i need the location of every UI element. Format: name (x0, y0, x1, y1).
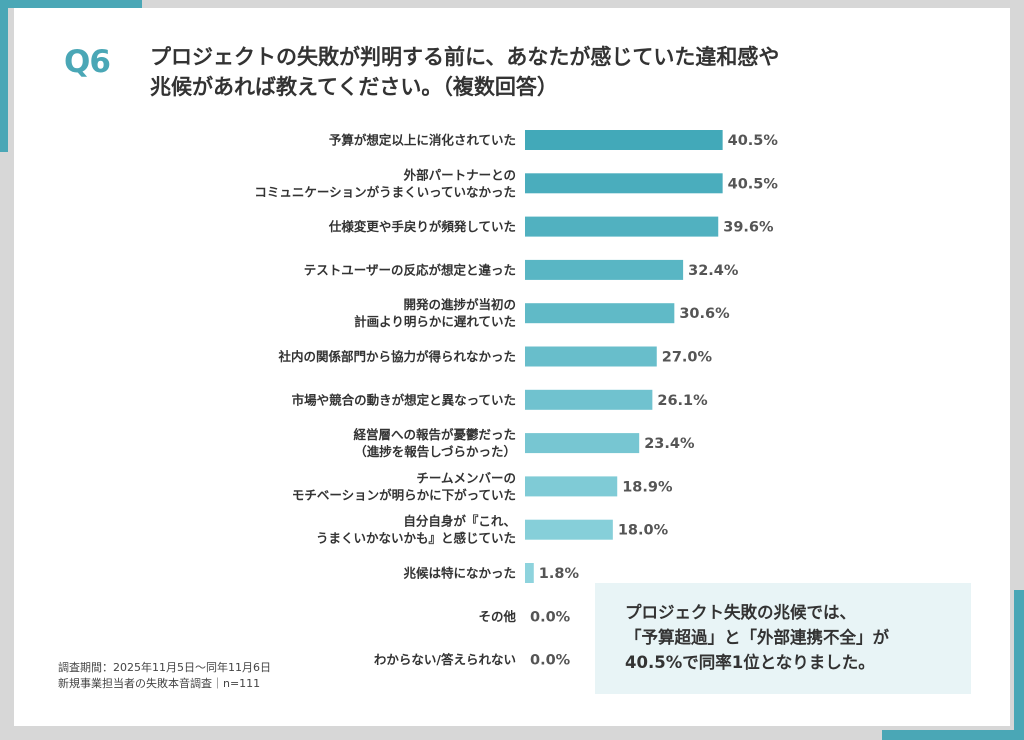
value-label-6: 27.0% (662, 350, 713, 366)
bar-3 (525, 216, 719, 237)
bar-1 (525, 130, 723, 150)
bar-11 (525, 563, 534, 583)
value-label-3: 39.6% (723, 220, 774, 236)
value-label-5: 30.6% (679, 306, 730, 322)
question-number: Q6 (64, 44, 111, 80)
category-label-7: 市場や競合の動きが想定と異なっていた (292, 392, 516, 407)
category-label-11: 兆候は特になかった (403, 566, 516, 581)
accent-bar-left (0, 0, 8, 152)
bar-7 (525, 389, 653, 410)
value-label-1: 40.5% (728, 133, 779, 149)
category-label-5: 開発の進捗が当初の計画より明らかに遅れていた (354, 297, 516, 329)
category-label-4: テストユーザーの反応が想定と違った (304, 262, 516, 277)
category-label-6: 社内の関係部門から協力が得られなかった (277, 349, 516, 364)
survey-source: 新規事業担当者の失敗本音調査｜n=111 (58, 677, 261, 690)
value-label-7: 26.1% (657, 393, 708, 409)
value-label-11: 1.8% (539, 566, 580, 582)
category-label-3: 仕様変更や手戻りが頻発していた (328, 219, 516, 234)
bar-2 (525, 173, 723, 194)
summary-callout: プロジェクト失敗の兆候では、 「予算超過」と「外部連携不全」が 40.5%で同率… (595, 583, 971, 694)
value-label-10: 18.0% (618, 523, 669, 539)
category-label-12: その他 (478, 609, 516, 624)
value-label-12: 0.0% (530, 609, 571, 625)
question-title-line-2: 兆候があれば教えてください。（複数回答） (150, 75, 558, 99)
category-label-1: 予算が想定以上に消化されていた (329, 133, 516, 148)
category-label-9: チームメンバーのモチベーションが明らかに下がっていた (292, 470, 516, 502)
value-label-13: 0.0% (530, 653, 571, 669)
summary-line-2: 「予算超過」と「外部連携不全」が (625, 628, 889, 647)
bar-10 (525, 519, 613, 540)
value-label-9: 18.9% (622, 479, 673, 495)
category-label-8: 経営層への報告が憂鬱だった（進捗を報告しづらかった） (353, 427, 516, 459)
accent-bar-bottom-right (882, 730, 1024, 740)
bar-5 (525, 303, 675, 324)
category-label-13: わからない/答えられない (374, 652, 516, 667)
survey-period: 調査期間：2025年11月5日～同年11月6日 (58, 661, 271, 674)
category-label-10: 自分自身が『これ、うまくいかないかも』と感じていた (316, 514, 516, 546)
question-title: プロジェクトの失敗が判明する前に、あなたが感じていた違和感や 兆候があれば教えて… (150, 42, 910, 102)
value-label-4: 32.4% (688, 263, 739, 279)
bar-4 (525, 259, 684, 280)
bar-6 (525, 346, 657, 367)
summary-line-3: 40.5%で同率1位となりました。 (625, 653, 875, 672)
category-label-2: 外部パートナーとのコミュニケーションがうまくいっていなかった (254, 167, 516, 199)
bar-9 (525, 476, 618, 497)
value-label-8: 23.4% (644, 436, 695, 452)
survey-footnote: 調査期間：2025年11月5日～同年11月6日 新規事業担当者の失敗本音調査｜n… (58, 660, 271, 692)
accent-bar-right (1014, 590, 1024, 740)
bar-8 (525, 433, 640, 454)
accent-bar-top-left (0, 0, 142, 8)
summary-line-1: プロジェクト失敗の兆候では、 (625, 603, 856, 622)
summary-text: プロジェクト失敗の兆候では、 「予算超過」と「外部連携不全」が 40.5%で同率… (625, 600, 889, 675)
question-title-line-1: プロジェクトの失敗が判明する前に、あなたが感じていた違和感や (150, 45, 780, 69)
value-label-2: 40.5% (728, 176, 779, 192)
